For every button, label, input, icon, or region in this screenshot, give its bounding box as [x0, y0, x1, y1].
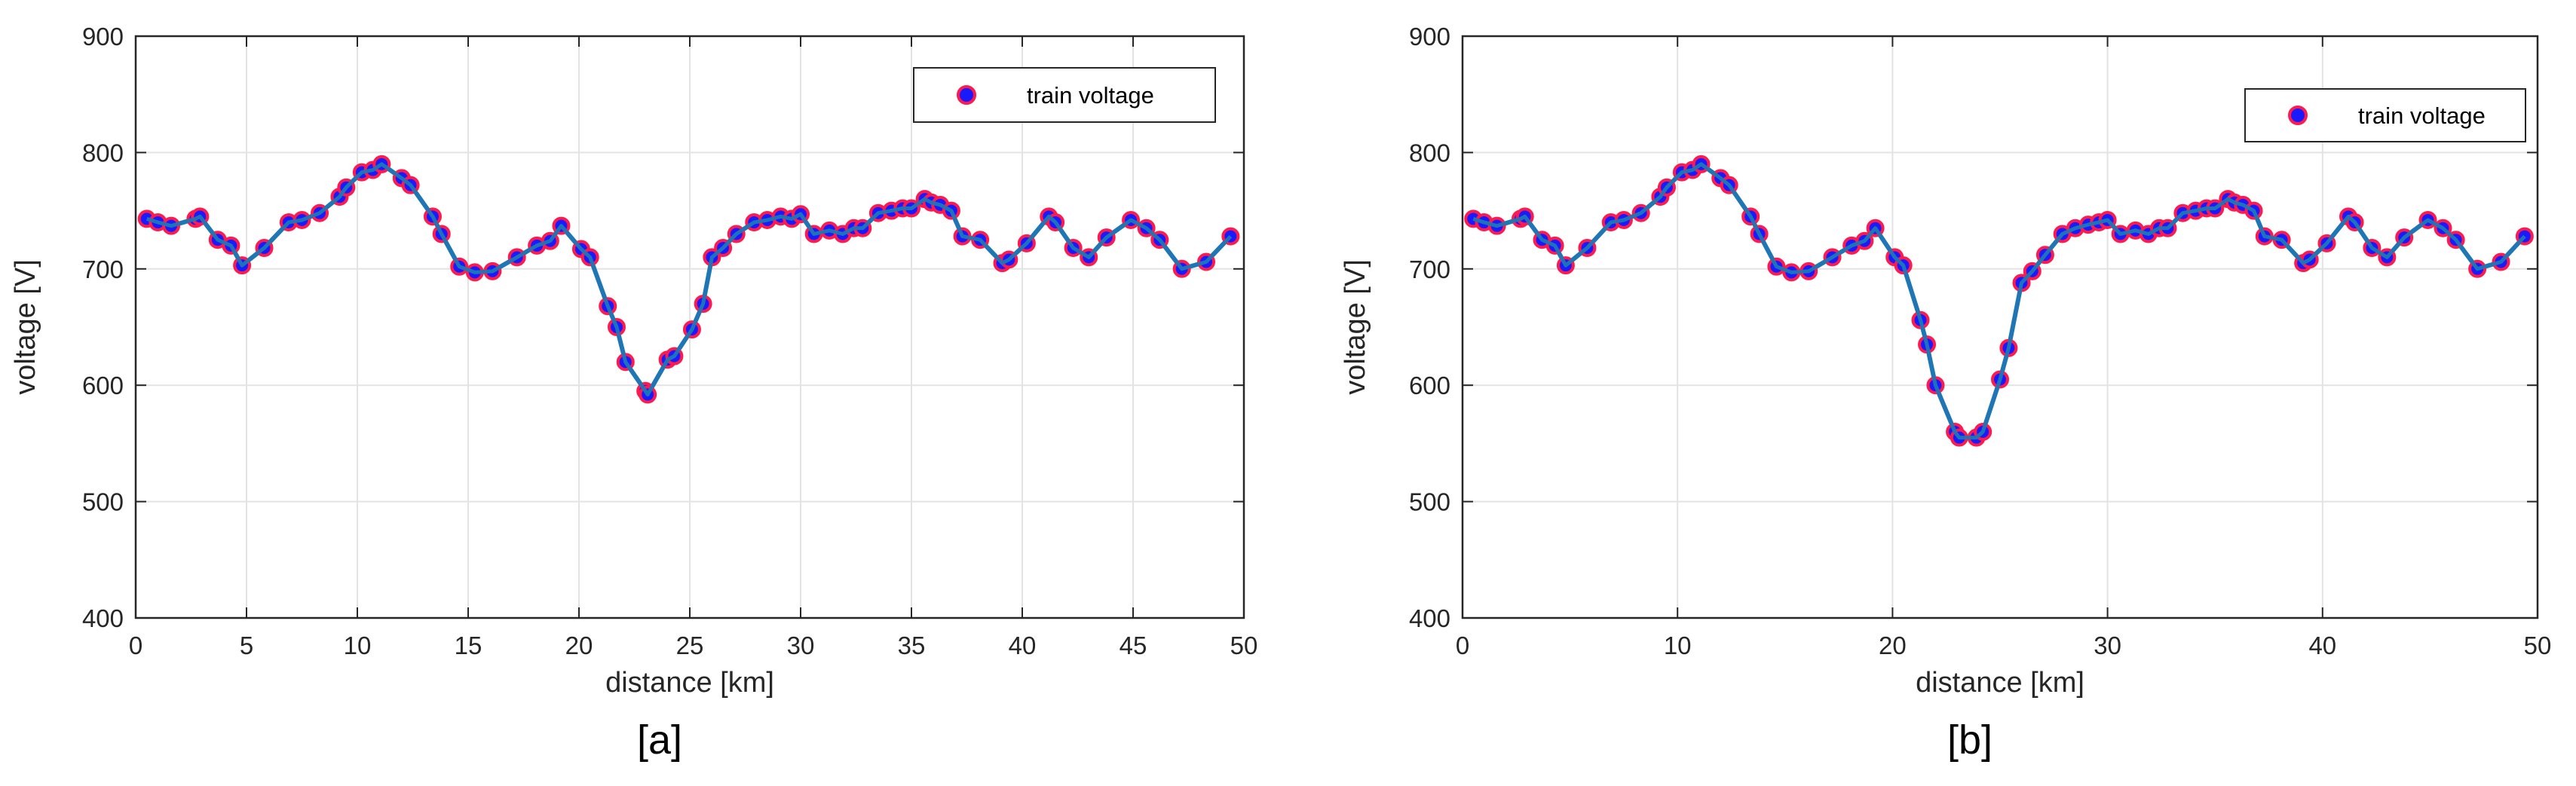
x-tick-label: 20 — [565, 632, 593, 659]
y-tick-label: 900 — [82, 23, 124, 50]
x-tick-label: 40 — [1009, 632, 1037, 659]
x-tick-label: 20 — [1879, 632, 1907, 659]
series-line-overlay — [145, 162, 1233, 397]
legend-box — [913, 67, 1216, 123]
legend-box — [2244, 88, 2526, 142]
x-tick-label: 35 — [898, 632, 926, 659]
x-tick-label: 45 — [1120, 632, 1147, 659]
legend-marker — [957, 85, 976, 105]
x-tick-label: 50 — [1230, 632, 1258, 659]
y-tick-label: 500 — [82, 488, 124, 516]
series-line-overlay — [1472, 162, 2526, 440]
y-axis-label: voltage [V] — [10, 259, 41, 395]
y-tick-label: 500 — [1409, 488, 1450, 516]
chart-0: 0 5 10 15 20 25 30 35 40 45 50 400 500 600 700 800 900 di… — [10, 23, 1257, 763]
x-tick-label: 10 — [344, 632, 372, 659]
subfigure-caption: [b] — [1947, 717, 1992, 763]
y-tick-label: 800 — [1409, 139, 1450, 167]
legend-marker — [2288, 106, 2308, 125]
x-tick-label: 15 — [455, 632, 482, 659]
y-tick-label: 700 — [82, 255, 124, 283]
y-tick-label: 400 — [1409, 604, 1450, 632]
chart-1: 0 10 20 30 40 50 400 500 600 700 800 900 distance [k… — [1340, 23, 2551, 763]
axes-box — [1461, 35, 2539, 619]
x-tick-label: 25 — [676, 632, 704, 659]
x-tick-label: 50 — [2524, 632, 2552, 659]
x-tick-label: 0 — [1456, 632, 1469, 659]
x-axis-label: distance [km] — [1916, 667, 2084, 699]
x-tick-label: 10 — [1664, 632, 1692, 659]
y-tick-label: 600 — [82, 372, 124, 399]
y-axis-label: voltage [V] — [1340, 259, 1371, 395]
x-tick-label: 30 — [2094, 632, 2121, 659]
x-tick-label: 40 — [2308, 632, 2336, 659]
y-tick-label: 700 — [1409, 255, 1450, 283]
x-axis-label: distance [km] — [605, 667, 774, 699]
y-tick-label: 600 — [1409, 372, 1450, 399]
y-tick-label: 800 — [82, 139, 124, 167]
legend-label: train voltage — [2358, 102, 2486, 129]
x-tick-label: 30 — [787, 632, 815, 659]
subfigure-caption: [a] — [637, 717, 682, 763]
x-tick-label: 0 — [129, 632, 142, 659]
y-tick-label: 900 — [1409, 23, 1450, 50]
legend-label: train voltage — [1027, 82, 1154, 109]
x-tick-label: 5 — [240, 632, 253, 659]
y-tick-label: 400 — [82, 604, 124, 632]
